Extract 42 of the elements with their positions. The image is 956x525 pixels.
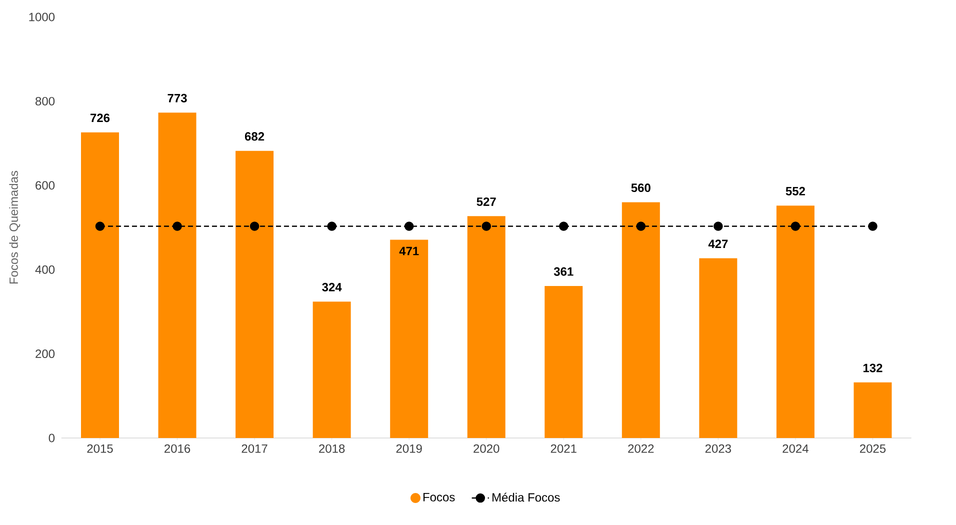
bar [776, 206, 814, 438]
x-tick-label: 2022 [628, 444, 654, 453]
data-label: 726 [90, 114, 110, 122]
bar [699, 258, 738, 438]
data-label: 427 [708, 240, 728, 248]
bar [236, 150, 274, 438]
y-tick-label: 0 [48, 434, 55, 442]
data-label: 560 [631, 184, 650, 192]
data-label: 527 [476, 197, 496, 206]
x-tick-label: 2021 [550, 444, 576, 453]
data-label: 324 [322, 282, 342, 292]
data-label: 682 [244, 132, 264, 141]
y-tick-label: 800 [36, 96, 55, 106]
bar [81, 132, 119, 438]
bar [544, 286, 583, 438]
x-tick-label: 2025 [860, 444, 886, 453]
data-label: 361 [554, 267, 574, 276]
x-tick-label: 2015 [87, 444, 113, 453]
data-label: 471 [399, 246, 419, 256]
x-tick-label: 2018 [319, 444, 345, 453]
data-label: 773 [168, 94, 187, 102]
bar [312, 302, 351, 438]
bar [158, 112, 196, 438]
y-axis-title: Focos de Queimadas [9, 170, 20, 284]
legend-label: Focos [423, 493, 455, 502]
bar [390, 240, 428, 438]
bar [467, 216, 506, 438]
bar [622, 202, 660, 438]
y-tick-label: 600 [36, 181, 55, 190]
bar [854, 382, 892, 438]
y-tick-label: 400 [35, 265, 55, 274]
data-label: 552 [786, 186, 805, 196]
x-tick-label: 2024 [782, 444, 808, 453]
data-label: 132 [863, 364, 882, 372]
x-tick-label: 2016 [164, 444, 190, 453]
x-tick-label: 2017 [242, 444, 268, 453]
x-tick-label: 2019 [396, 444, 422, 453]
y-tick-label: 1000 [29, 12, 55, 22]
x-tick-label: 2020 [474, 444, 500, 453]
legend-label: Média Focos [492, 492, 560, 502]
y-tick-label: 200 [36, 350, 55, 358]
x-tick-label: 2023 [705, 444, 732, 453]
